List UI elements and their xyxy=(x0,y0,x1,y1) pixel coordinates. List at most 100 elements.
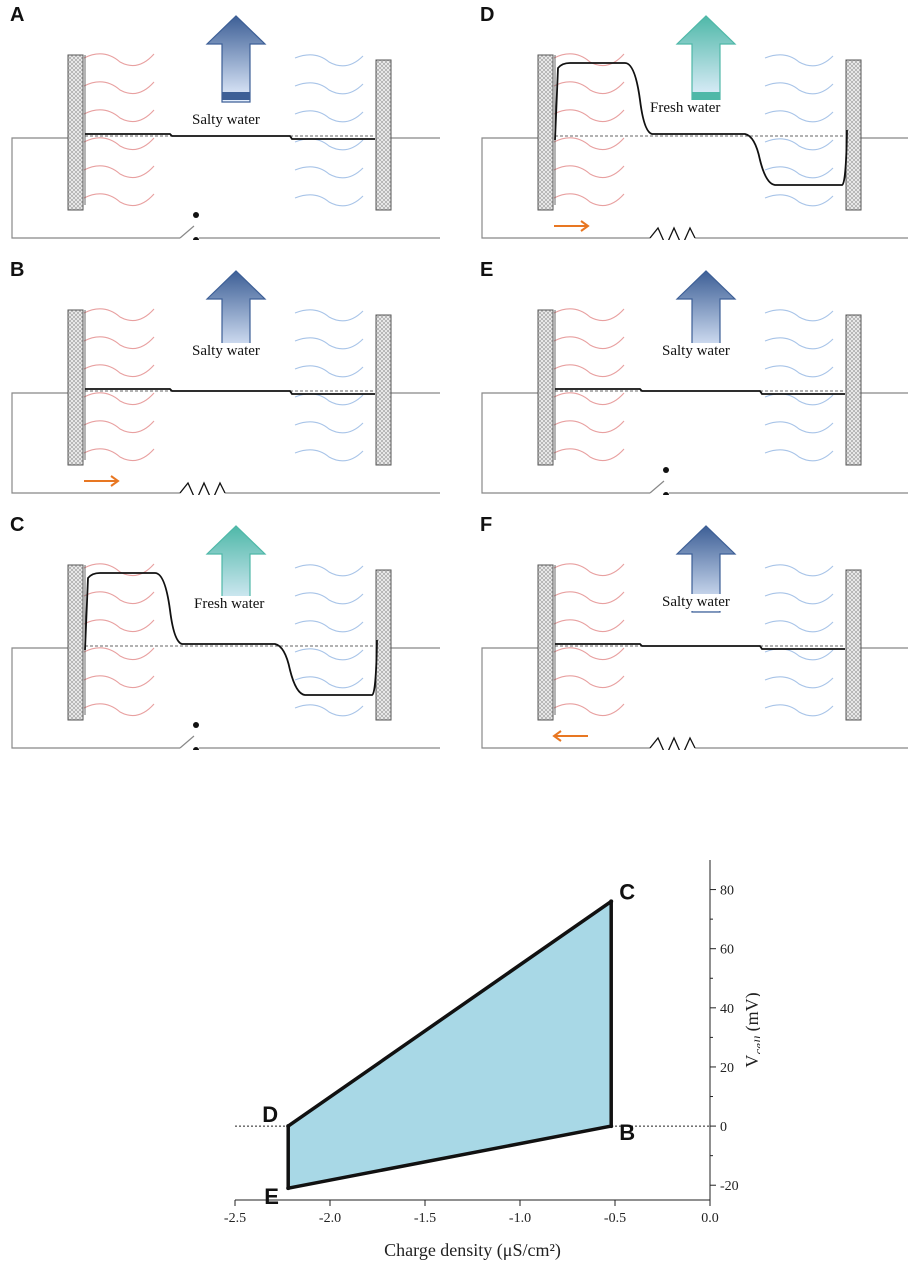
left-electrode-curve xyxy=(83,193,155,207)
panel-C-drawing xyxy=(11,525,440,750)
vertex-label-B: B xyxy=(619,1120,635,1145)
right-electrode-curve xyxy=(294,648,364,661)
panel-A-water-label: Salty water xyxy=(190,112,262,129)
left-electrode-curve xyxy=(553,563,625,577)
switch-contact-top xyxy=(663,467,669,473)
right-electrode-curve xyxy=(764,393,834,406)
left-electrode-curve xyxy=(553,392,625,406)
panel-F-drawing: I xyxy=(481,525,908,750)
potential-profile xyxy=(85,133,375,140)
right-electrode xyxy=(845,314,862,466)
left-electrode-curve xyxy=(83,647,155,661)
right-electrode-curve xyxy=(294,337,364,350)
right-electrode-curve xyxy=(764,704,834,717)
vertex-C xyxy=(609,899,614,904)
right-electrode-curve xyxy=(764,449,834,462)
panel-B: I B Salty water xyxy=(0,255,440,495)
panel-A: A Salty water xyxy=(0,0,440,240)
right-electrode-curve xyxy=(764,648,834,661)
right-electrode-curve xyxy=(764,564,834,577)
panel-B-drawing: I xyxy=(11,270,440,495)
switch-contact-bottom xyxy=(193,747,199,750)
right-electrode-curve xyxy=(294,82,364,95)
left-electrode-curve xyxy=(553,165,625,179)
vertex-D xyxy=(286,1124,291,1129)
right-electrode-curve xyxy=(294,449,364,462)
vertex-label-E: E xyxy=(264,1184,279,1209)
right-electrode-curve xyxy=(294,676,364,689)
right-electrode-curve xyxy=(764,309,834,322)
wire-right xyxy=(225,392,440,494)
switch-contact-bottom xyxy=(663,492,669,495)
panel-C-label: C xyxy=(10,514,25,536)
right-electrode-curve xyxy=(764,110,834,123)
y-axis-label-sub: cell xyxy=(751,1035,760,1054)
right-electrode-curve xyxy=(294,194,364,207)
vertex-E xyxy=(286,1186,291,1191)
panel-B-water-label: Salty water xyxy=(190,343,262,360)
vertex-label-D: D xyxy=(262,1102,278,1127)
panel-A-drawing xyxy=(11,15,440,240)
left-electrode-curve xyxy=(83,619,155,633)
potential-profile xyxy=(555,643,845,650)
panel-F: I F Salty water xyxy=(470,510,908,750)
left-electrode-curve xyxy=(83,448,155,462)
water-flow-arrow-icon xyxy=(675,525,737,613)
right-electrode-curve xyxy=(294,704,364,717)
x-tick-label: -1.0 xyxy=(509,1211,531,1226)
right-electrode-curve xyxy=(764,676,834,689)
current-label: I xyxy=(565,749,572,750)
resistor-icon xyxy=(649,736,696,750)
panel-D-label: D xyxy=(480,4,495,26)
y-tick-label: 20 xyxy=(720,1061,734,1076)
right-electrode-curve xyxy=(294,166,364,179)
left-electrode-curve xyxy=(83,109,155,123)
water-flow-arrow-icon xyxy=(205,525,267,613)
current-arrow-head xyxy=(552,730,562,742)
vertex-B xyxy=(609,1124,614,1129)
vertex-label-C: C xyxy=(619,879,635,904)
left-electrode-curve xyxy=(553,81,625,95)
cycle-chart: -2.5 -2.0 -1.5 -1.0 -0.5 0.0 -20 0 20 40 60 80 C B E D C… xyxy=(224,860,760,1261)
left-electrode-curve xyxy=(83,165,155,179)
x-axis-label: Charge density (μS/cm²) xyxy=(384,1240,561,1261)
left-electrode-curve xyxy=(553,448,625,462)
switch-lever xyxy=(179,225,195,239)
left-electrode-curve xyxy=(83,591,155,605)
left-electrode-curve xyxy=(553,336,625,350)
water-level-bar xyxy=(692,92,720,100)
left-electrode-curve xyxy=(553,193,625,207)
potential-profile xyxy=(554,62,848,186)
panel-F-label: F xyxy=(480,514,493,536)
wire-left xyxy=(481,392,650,494)
left-electrode xyxy=(67,564,84,721)
current-label: I xyxy=(565,239,572,240)
potential-profile xyxy=(85,388,375,395)
y-axis-label: Vcell (mV) xyxy=(742,992,760,1067)
y-axis-label-main: V xyxy=(742,1055,760,1068)
right-electrode xyxy=(375,569,392,721)
right-electrode-curve xyxy=(294,138,364,151)
right-electrode-curve xyxy=(764,82,834,95)
switch-contact-top xyxy=(193,722,199,728)
left-electrode xyxy=(67,54,84,211)
water-flow-arrow-icon xyxy=(675,270,737,358)
right-electrode-curve xyxy=(294,365,364,378)
left-electrode-curve xyxy=(83,336,155,350)
wire-right xyxy=(695,392,908,494)
right-electrode-curve xyxy=(764,620,834,633)
wire-left xyxy=(11,137,180,239)
left-electrode-curve xyxy=(553,619,625,633)
left-electrode xyxy=(537,54,554,211)
x-tick-label: -0.5 xyxy=(604,1211,626,1226)
right-electrode xyxy=(375,59,392,211)
panel-F-water-label: Salty water xyxy=(660,594,732,611)
current-arrow-head xyxy=(110,475,120,487)
right-electrode-curve xyxy=(294,620,364,633)
left-electrode-curve xyxy=(553,308,625,322)
left-electrode-curve xyxy=(83,53,155,67)
left-electrode-curve xyxy=(83,420,155,434)
left-electrode-curve xyxy=(83,563,155,577)
wire-left xyxy=(481,647,650,749)
left-electrode-curve xyxy=(83,308,155,322)
